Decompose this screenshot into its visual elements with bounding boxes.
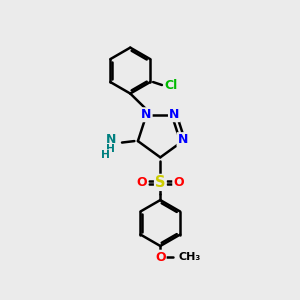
Text: O: O [173,176,184,189]
Text: O: O [155,251,166,264]
Text: H: H [106,144,115,154]
Text: CH₃: CH₃ [178,252,201,262]
Text: S: S [155,175,166,190]
Text: N: N [106,133,116,146]
Text: N: N [178,133,188,146]
Text: Cl: Cl [165,79,178,92]
Text: N: N [141,108,152,121]
Text: O: O [137,176,147,189]
Text: N: N [169,108,179,121]
Text: H: H [101,150,110,160]
